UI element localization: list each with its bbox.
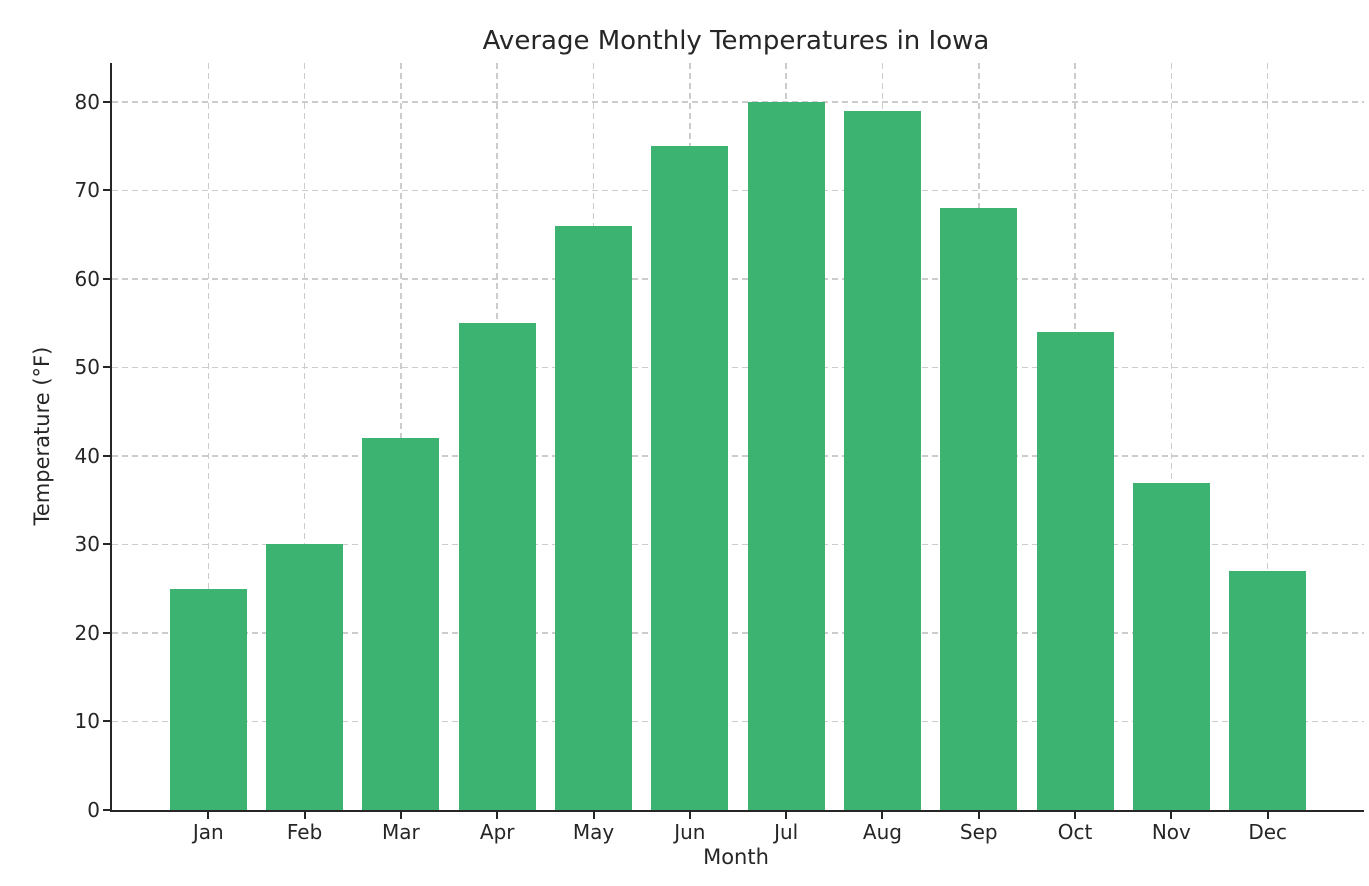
x-tick-mark [496, 810, 499, 819]
bar-aug [843, 110, 921, 810]
y-gridline [112, 543, 1364, 546]
y-tick-label: 40 [74, 443, 100, 468]
y-gridline [112, 189, 1364, 192]
x-tick-label: Jul [774, 820, 799, 844]
x-tick-mark [977, 810, 980, 819]
y-gridline [112, 632, 1364, 634]
y-tick-label: 80 [74, 89, 100, 114]
bar-sep [940, 208, 1018, 810]
y-tick-mark [103, 809, 112, 811]
bar-may [555, 225, 633, 810]
y-tick-mark [103, 277, 112, 280]
x-tick-label: Aug [862, 820, 902, 844]
x-tick-label: Sep [959, 820, 998, 844]
x-gridline [207, 63, 210, 810]
bar-oct [1036, 332, 1114, 810]
x-tick-mark [1074, 810, 1077, 819]
bar-apr [458, 323, 536, 810]
y-tick-mark [103, 543, 112, 546]
y-tick-mark [103, 454, 112, 457]
y-tick-mark [103, 720, 112, 723]
x-tick-label: Mar [382, 820, 420, 844]
x-tick-mark [399, 810, 402, 819]
bar-mar [362, 438, 440, 810]
y-tick-mark [103, 366, 112, 369]
x-axis-label: Month [703, 845, 769, 869]
x-tick-mark [688, 810, 691, 819]
x-tick-label: Dec [1248, 820, 1288, 844]
y-gridline [112, 720, 1364, 723]
x-gridline [400, 63, 402, 810]
bar-nov [1132, 482, 1210, 810]
x-gridline [1170, 63, 1173, 810]
x-tick-mark [785, 810, 788, 819]
bar-jan [169, 588, 247, 810]
y-tick-label: 50 [74, 355, 100, 380]
y-gridline [112, 366, 1364, 369]
x-tick-label: Apr [479, 820, 515, 844]
x-tick-mark [303, 810, 306, 819]
y-gridline [112, 101, 1364, 103]
y-tick-label: 70 [74, 178, 100, 203]
x-tick-mark [1170, 810, 1173, 819]
x-tick-label: Jan [192, 820, 224, 844]
y-tick-mark [103, 631, 112, 634]
y-tick-label: 10 [74, 709, 100, 734]
y-tick-label: 30 [74, 532, 100, 557]
bar-jul [747, 101, 825, 810]
x-tick-mark [207, 810, 210, 819]
x-tick-mark [1266, 810, 1269, 819]
bar-jun [651, 146, 729, 810]
x-tick-label: Jun [674, 820, 706, 844]
y-tick-label: 20 [74, 620, 100, 645]
x-gridline [1266, 63, 1269, 810]
y-tick-mark [103, 189, 112, 192]
y-gridline [112, 278, 1364, 280]
y-tick-mark [103, 100, 112, 103]
x-tick-label: Feb [286, 820, 323, 844]
x-tick-label: Oct [1057, 820, 1093, 844]
bar-feb [266, 544, 344, 810]
y-gridline [112, 455, 1364, 457]
x-gridline [303, 63, 306, 810]
x-tick-mark [592, 810, 595, 819]
bar-dec [1229, 571, 1307, 810]
chart-title: Average Monthly Temperatures in Iowa [482, 26, 990, 56]
x-tick-label: Nov [1151, 820, 1191, 844]
x-tick-mark [881, 810, 884, 819]
y-tick-label: 60 [74, 266, 100, 291]
plot-area: 0 10 20 30 40 50 60 70 80 Jan Feb Mar Apr May Jun Jul Au… [75, 63, 1364, 844]
y-tick-label: 0 [87, 798, 100, 822]
x-tick-label: May [572, 820, 615, 844]
